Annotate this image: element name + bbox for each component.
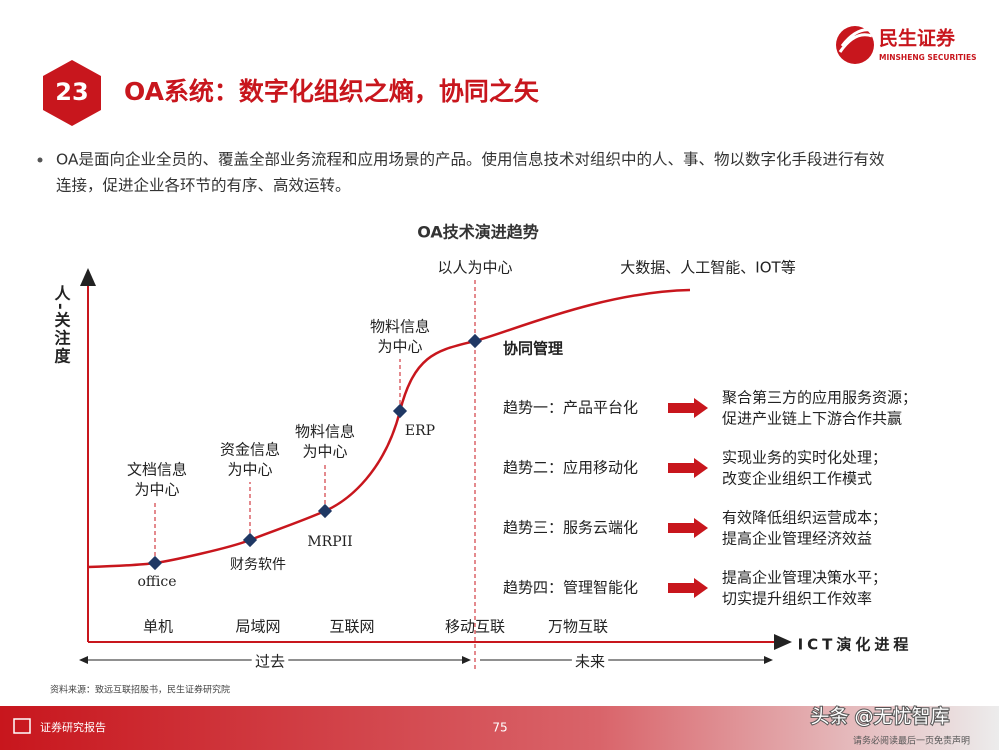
trend-desc: 改变企业组织工作模式: [722, 470, 872, 488]
milestone-node: [242, 532, 258, 548]
stage-label: 万物互联: [548, 618, 608, 636]
trend-desc: 聚合第三方的应用服务资源；: [722, 389, 917, 407]
slide-title: OA系统：数字化组织之熵，协同之矢: [124, 77, 540, 106]
stage-label: 局域网: [235, 618, 280, 636]
trend-name: 趋势二：应用移动化: [503, 459, 638, 477]
milestone-label: 为中心: [134, 481, 179, 499]
trend-curve: [87, 288, 691, 569]
trend-desc: 提高企业管理经济效益: [722, 530, 872, 548]
era-label: 过去: [255, 653, 285, 671]
trend-name: 趋势一：产品平台化: [503, 399, 638, 417]
badge-number: 23: [55, 78, 88, 106]
milestone-tag: office: [138, 574, 177, 590]
milestone-node: [317, 503, 333, 519]
diagram-title: OA技术演进趋势: [417, 223, 539, 242]
trend-arrow: [668, 578, 708, 598]
milestone-label: 物料信息: [370, 318, 430, 336]
milestone-label: 资金信息: [220, 441, 280, 459]
milestone-tag: ERP: [405, 423, 435, 439]
future-label: 大数据、人工智能、IOT等: [620, 259, 795, 277]
logo-en: MINSHENG SECURITIES: [879, 53, 977, 62]
trend-desc: 有效降低组织运营成本；: [722, 509, 887, 527]
stage-label: 单机: [143, 618, 173, 636]
footer-icon: [13, 718, 31, 734]
y-axis-label: 人-关注度: [52, 285, 71, 366]
era-label: 未来: [575, 653, 605, 671]
trend-name: 趋势四：管理智能化: [503, 579, 638, 597]
watermark: 头条 @无忧智库: [810, 706, 949, 728]
milestone-label: 以人为中心: [437, 259, 512, 277]
trend-arrow: [668, 518, 708, 538]
bullet-dot: [37, 157, 43, 163]
milestone-tag: MRPII: [307, 534, 352, 550]
x-axis-label: ICT演化进程: [798, 636, 913, 654]
footer-band: [0, 706, 999, 750]
milestone-label: 为中心: [377, 338, 422, 356]
footer-label: 证券研究报告: [40, 720, 106, 734]
focus-label: 协同管理: [503, 340, 563, 358]
trend-name: 趋势三：服务云端化: [503, 519, 638, 537]
milestone-node: [147, 555, 163, 571]
bullet-text: 连接，促进企业各环节的有序、高效运转。: [56, 177, 351, 195]
logo-cn: 民生证券: [879, 27, 956, 50]
stage-label: 移动互联: [445, 618, 505, 636]
milestone-label: 为中心: [227, 461, 272, 479]
trend-desc: 实现业务的实时化处理；: [722, 449, 887, 467]
logo-swoosh: [838, 28, 873, 53]
trend-desc: 提高企业管理决策水平；: [722, 569, 887, 587]
stage-label: 互联网: [329, 618, 374, 636]
trend-desc: 促进产业链上下游合作共赢: [722, 410, 902, 428]
source-note: 资料来源：致远互联招股书，民生证券研究院: [50, 684, 230, 696]
milestone-tag: 财务软件: [230, 557, 286, 573]
milestone-label: 物料信息: [295, 423, 355, 441]
milestone-label: 为中心: [302, 443, 347, 461]
milestone-node: [467, 333, 483, 349]
page-number: 75: [492, 721, 507, 735]
milestone-label: 文档信息: [127, 461, 187, 479]
trend-arrow: [668, 398, 708, 418]
badge: [43, 60, 101, 126]
trend-arrow: [668, 458, 708, 478]
bullet-text: OA是面向企业全员的、覆盖全部业务流程和应用场景的产品。使用信息技术对组织中的人…: [56, 150, 885, 169]
milestone-node: [392, 403, 408, 419]
trend-desc: 切实提升组织工作效率: [722, 590, 872, 608]
disclaimer: 请务必阅读最后一页免责声明: [853, 735, 970, 747]
